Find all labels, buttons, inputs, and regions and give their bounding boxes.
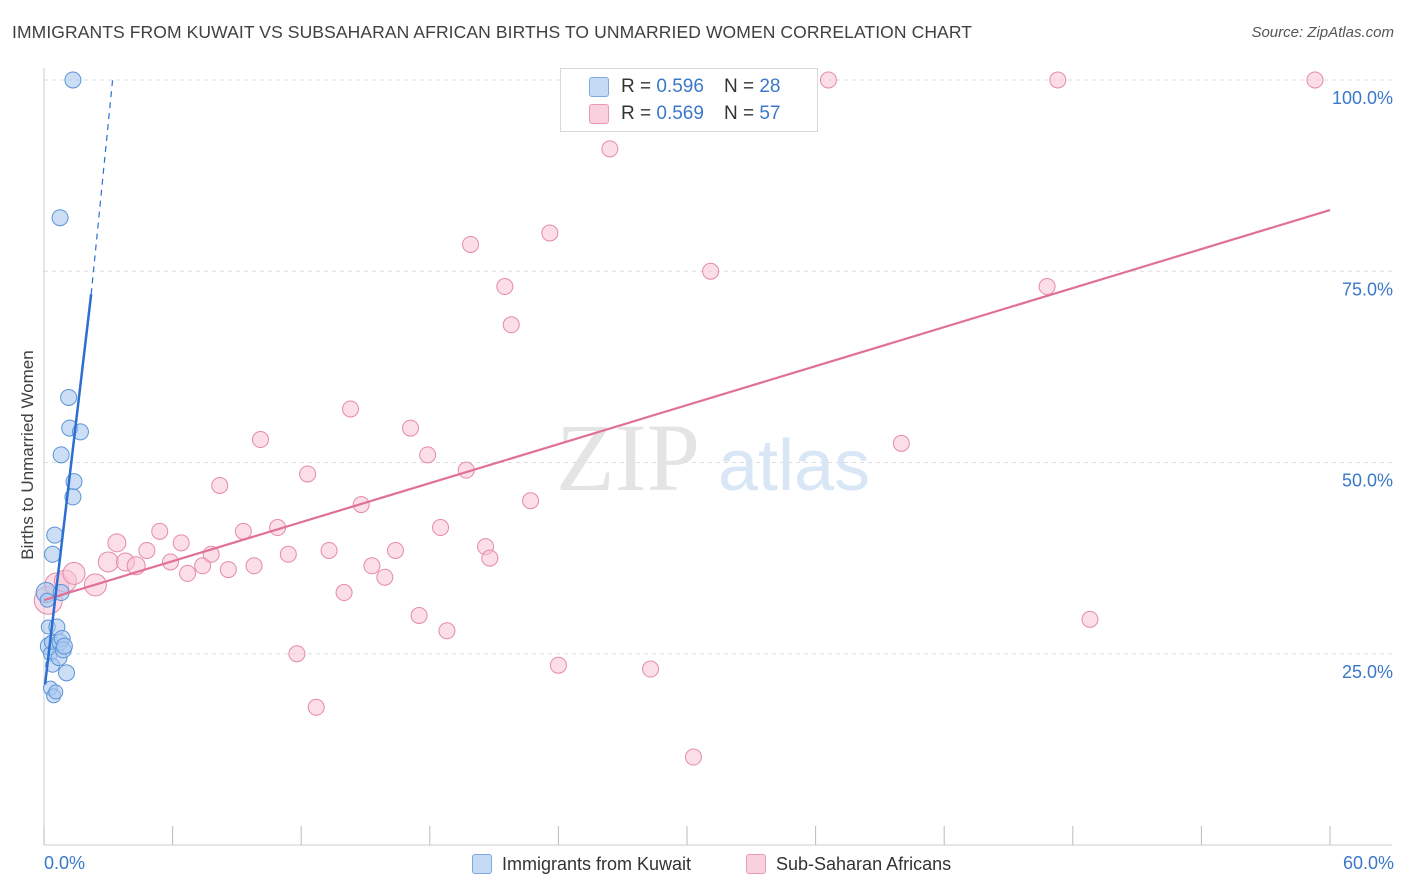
legend-n-label: N = bbox=[723, 76, 755, 97]
x-tick-label: 0.0% bbox=[44, 853, 85, 873]
legend-r-value: 0.596 bbox=[656, 76, 704, 97]
y-tick-label: 75.0% bbox=[1342, 279, 1393, 299]
sub-saharan-point bbox=[642, 660, 660, 678]
bottom-legend-subsaharan: Sub-Saharan Africans bbox=[746, 852, 951, 876]
sub-saharan-point bbox=[279, 545, 297, 563]
kuwait-point bbox=[60, 388, 78, 406]
legend-row-kuwait: R = 0.596 N = 28 bbox=[561, 74, 780, 100]
legend-n-label: N = bbox=[723, 103, 755, 124]
watermark: ZIP atlas bbox=[556, 404, 870, 511]
source-label: Source: ZipAtlas.com bbox=[1251, 24, 1394, 41]
chart-title: IMMIGRANTS FROM KUWAIT VS SUBSAHARAN AFR… bbox=[12, 22, 973, 42]
sub-saharan-point bbox=[819, 71, 837, 89]
sub-saharan-point bbox=[376, 568, 394, 586]
sub-saharan-point bbox=[97, 551, 119, 573]
sub-saharan-point bbox=[892, 434, 910, 452]
pink-swatch-icon bbox=[746, 854, 766, 874]
legend-r-value: 0.569 bbox=[656, 103, 704, 124]
sub-saharan-point bbox=[541, 224, 559, 242]
sub-saharan-point bbox=[62, 561, 86, 585]
kuwait-point bbox=[55, 637, 73, 655]
kuwait-trend-line bbox=[43, 294, 93, 685]
sub-saharan-point bbox=[335, 584, 353, 602]
sub-saharan-point bbox=[320, 541, 338, 559]
legend-r-label: R = bbox=[621, 76, 652, 97]
sub-saharan-point bbox=[107, 533, 127, 553]
sub-saharan-point bbox=[684, 748, 702, 766]
bottom-legend-label: Immigrants from Kuwait bbox=[502, 853, 692, 874]
sub-saharan-point bbox=[151, 522, 169, 540]
sub-saharan-point bbox=[251, 431, 269, 449]
sub-saharan-point bbox=[702, 262, 720, 280]
sub-saharan-point bbox=[1038, 278, 1056, 296]
y-tick-label: 100.0% bbox=[1332, 88, 1393, 108]
legend-n-value: 28 bbox=[759, 76, 781, 97]
sub-saharan-point bbox=[1081, 610, 1099, 628]
kuwait-point bbox=[64, 71, 82, 89]
bottom-legend-kuwait: Immigrants from Kuwait bbox=[472, 852, 691, 876]
kuwait-point bbox=[46, 526, 64, 544]
sub-saharan-point bbox=[410, 607, 428, 624]
sub-saharan-point bbox=[245, 557, 263, 575]
x-tick-label: 60.0% bbox=[1343, 853, 1394, 873]
sub-saharan-point bbox=[402, 419, 420, 437]
kuwait-point bbox=[58, 664, 76, 682]
sub-saharan-point bbox=[299, 465, 317, 483]
bottom-legend-label: Sub-Saharan Africans bbox=[776, 853, 952, 874]
sub-saharan-point bbox=[549, 656, 567, 674]
axes bbox=[43, 68, 1392, 846]
sub-saharan-point bbox=[496, 278, 514, 296]
sub-saharan-point bbox=[502, 316, 520, 334]
sub-saharan-point bbox=[432, 519, 450, 537]
watermark-zip: ZIP bbox=[556, 404, 700, 511]
kuwait-point bbox=[51, 209, 69, 227]
sub-saharan-point bbox=[363, 557, 381, 575]
sub-saharan-point bbox=[387, 541, 405, 559]
kuwait-trend-extension bbox=[90, 79, 114, 295]
sub-saharan-point bbox=[288, 645, 306, 663]
sub-saharan-point bbox=[219, 561, 237, 579]
legend-r-label: R = bbox=[621, 103, 652, 124]
sub-saharan-point bbox=[1306, 71, 1324, 89]
kuwait-point bbox=[52, 446, 70, 464]
tick-labels: 25.0% 50.0% 75.0% 100.0% 0.0% 60.0% bbox=[44, 88, 1394, 873]
kuwait-points bbox=[35, 71, 89, 704]
trend-lines bbox=[43, 79, 1331, 685]
sub-saharan-trend-line bbox=[43, 208, 1331, 602]
sub-saharan-point bbox=[194, 557, 212, 575]
legend-row-subsaharan: R = 0.569 N = 57 bbox=[561, 101, 780, 127]
sub-saharan-point bbox=[341, 400, 359, 418]
sub-saharan-point bbox=[438, 622, 456, 640]
pink-swatch-icon bbox=[589, 104, 609, 124]
sub-saharan-point bbox=[172, 534, 190, 552]
sub-saharan-point bbox=[481, 549, 499, 567]
sub-saharan-point bbox=[462, 235, 480, 253]
sub-saharan-point bbox=[419, 446, 437, 464]
kuwait-point bbox=[48, 684, 64, 700]
sub-saharan-point bbox=[307, 698, 325, 716]
sub-saharan-point bbox=[179, 564, 197, 582]
correlation-legend: R = 0.596 N = 28 R = 0.569 N = 57 bbox=[560, 68, 818, 132]
sub-saharan-point bbox=[211, 476, 229, 494]
legend-n-value: 57 bbox=[759, 103, 781, 124]
watermark-atlas: atlas bbox=[718, 426, 870, 506]
sub-saharan-point bbox=[138, 541, 156, 559]
sub-saharan-point bbox=[522, 492, 540, 510]
kuwait-point bbox=[44, 545, 62, 563]
y-tick-label: 25.0% bbox=[1342, 662, 1393, 682]
blue-swatch-icon bbox=[472, 854, 492, 874]
sub-saharan-point bbox=[1049, 71, 1067, 89]
blue-swatch-icon bbox=[589, 77, 609, 97]
sub-saharan-point bbox=[601, 140, 619, 158]
y-tick-label: 50.0% bbox=[1342, 471, 1393, 491]
